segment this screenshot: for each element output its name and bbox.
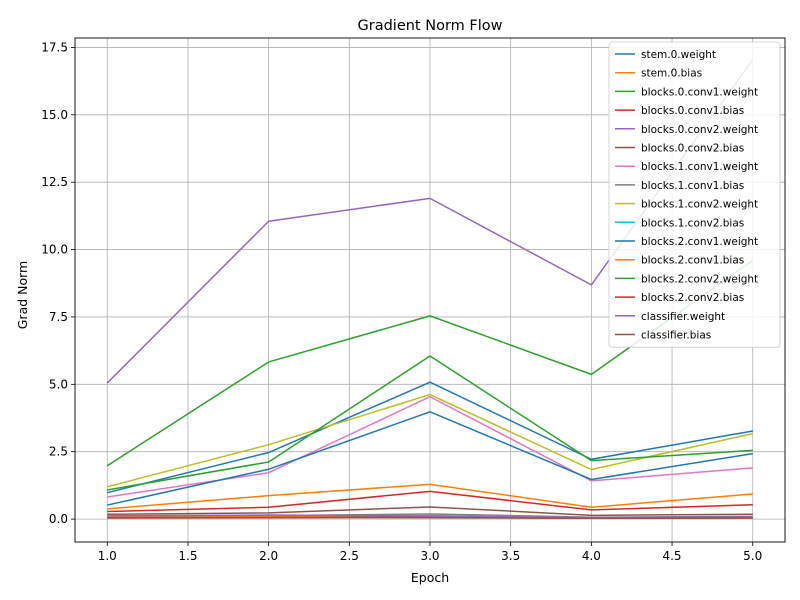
legend-label: blocks.2.conv2.weight [641, 273, 758, 285]
x-tick-label: 2.5 [340, 549, 359, 563]
legend: stem.0.weight stem.0.bias blocks.0.conv1.w… [608, 41, 781, 348]
x-axis-label: Epoch [411, 570, 449, 585]
series-line-stem-0-weight [107, 381, 753, 494]
legend-label: stem.0.bias [641, 68, 702, 80]
x-tick-label: 2.0 [259, 549, 278, 563]
x-tick-label: 3.0 [420, 549, 439, 563]
y-tick-label: 10.0 [41, 243, 68, 257]
legend-label: blocks.1.conv2.weight [641, 199, 758, 211]
y-tick-label: 17.5 [41, 40, 68, 54]
series-line-blocks-2-conv2-weight [107, 355, 753, 491]
legend-label: blocks.1.conv2.bias [641, 217, 744, 229]
x-tick-label: 4.5 [662, 549, 681, 563]
legend-label: blocks.0.conv1.bias [641, 105, 744, 117]
y-tick-label: 0.0 [49, 512, 68, 526]
legend-label: blocks.0.conv2.weight [641, 124, 758, 136]
legend-label: blocks.0.conv1.weight [641, 86, 758, 98]
x-tick-label: 5.0 [743, 549, 762, 563]
series-line-blocks-0-conv1-bias [107, 490, 753, 513]
legend-label: stem.0.weight [641, 49, 716, 61]
y-tick-label: 5.0 [49, 377, 68, 391]
x-tick-label: 1.5 [178, 549, 197, 563]
legend-box [608, 41, 781, 348]
y-tick-label: 2.5 [49, 445, 68, 459]
series-line-blocks-2-conv1-weight [107, 411, 753, 506]
y-tick-label: 15.0 [41, 108, 68, 122]
x-tick-label: 4.0 [582, 549, 601, 563]
x-tick-label: 3.5 [501, 549, 520, 563]
legend-label: blocks.1.conv1.weight [641, 161, 758, 173]
series-line-classifier-bias [107, 516, 753, 520]
series-line-blocks-0-conv2-bias [107, 506, 753, 517]
series-line-stem-0-bias [107, 483, 753, 510]
axis-ticks: 1.0 1.5 2.0 2.5 3.0 3.5 4.0 4.5 5.0 0.0 2.5 5.0 7.5 1… [41, 40, 762, 563]
y-tick-label: 7.5 [49, 310, 68, 324]
legend-label: blocks.2.conv1.bias [641, 255, 744, 267]
series-line-classifier-weight [107, 514, 753, 519]
legend-label: classifier.weight [641, 311, 725, 323]
legend-label: blocks.1.conv1.bias [641, 180, 744, 192]
x-tick-label: 1.0 [98, 549, 117, 563]
legend-label: blocks.2.conv1.weight [641, 236, 758, 248]
y-axis-label: Grad Norm [15, 261, 30, 330]
chart-title: Gradient Norm Flow [358, 18, 503, 34]
y-tick-label: 12.5 [41, 175, 68, 189]
legend-label: blocks.0.conv2.bias [641, 143, 744, 155]
legend-label: blocks.2.conv2.bias [641, 292, 744, 304]
legend-label: classifier.bias [641, 330, 711, 342]
